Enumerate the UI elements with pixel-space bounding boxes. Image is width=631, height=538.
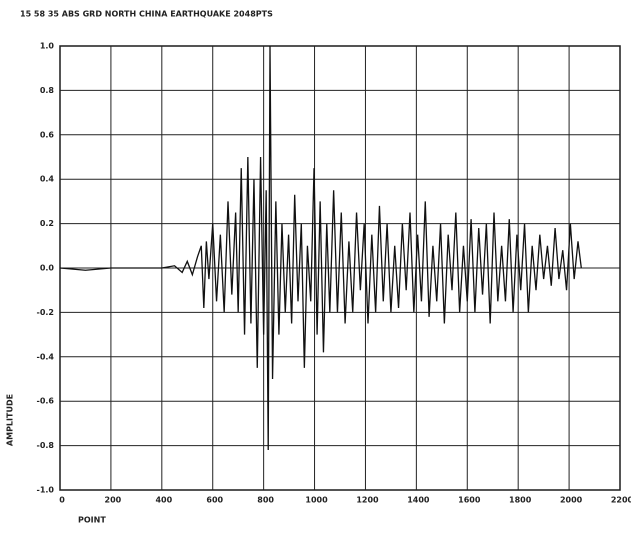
- y-tick-label: 0.6: [40, 130, 55, 139]
- x-tick-label: 1000: [305, 496, 328, 505]
- data-line: [59, 45, 582, 451]
- y-tick-label: -0.4: [37, 352, 55, 361]
- x-tick-label: 1600: [458, 496, 481, 505]
- x-axis-label: POINT: [78, 516, 106, 525]
- y-tick-label: 1.0: [40, 42, 55, 51]
- x-tick-label: 2200: [611, 496, 631, 505]
- x-tick-label: 2000: [560, 496, 583, 505]
- x-tick-label: 1400: [407, 496, 430, 505]
- x-tick-label: 400: [155, 496, 172, 505]
- y-tick-label: -0.8: [37, 441, 55, 450]
- y-tick-label: 0.4: [40, 175, 55, 184]
- x-tick-label: 1200: [356, 496, 379, 505]
- y-tick-label: 0.0: [40, 264, 55, 273]
- x-tick-label: 800: [257, 496, 274, 505]
- y-tick-label: 0.8: [40, 86, 55, 95]
- y-axis-label: AMPLITUDE: [6, 394, 15, 446]
- x-tick-label: 200: [105, 496, 122, 505]
- x-tick-label: 0: [59, 496, 65, 505]
- y-tick-label: 0.2: [40, 219, 54, 228]
- y-tick-label: -0.6: [37, 397, 55, 406]
- chart-title: 15 58 35 ABS GRD NORTH CHINA EARTHQUAKE …: [20, 10, 273, 19]
- x-tick-label: 1800: [509, 496, 532, 505]
- y-tick-label: -0.2: [37, 308, 55, 317]
- y-tick-label: -1.0: [37, 486, 55, 495]
- x-tick-label: 600: [206, 496, 223, 505]
